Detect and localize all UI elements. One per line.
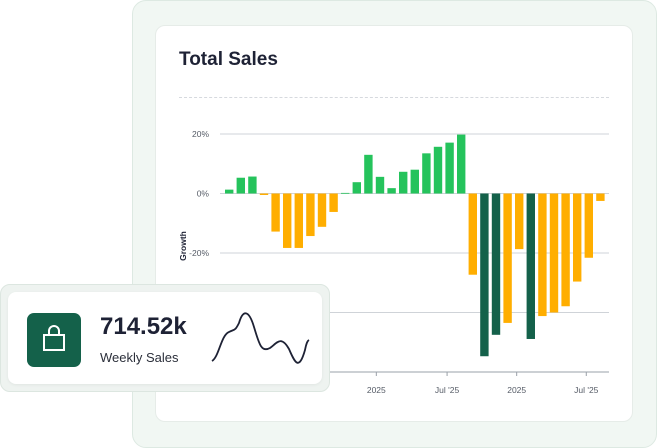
- bar: [236, 177, 245, 194]
- shopping-bag-icon: [27, 313, 81, 367]
- bar: [225, 189, 234, 194]
- bar: [283, 193, 292, 248]
- bar: [515, 193, 524, 250]
- bar: [468, 193, 477, 275]
- kpi-value: 714.52k: [100, 313, 187, 340]
- bar: [596, 193, 605, 201]
- title-divider: [179, 97, 609, 98]
- x-tick-label: Jul '25: [574, 385, 599, 395]
- y-tick-label: 0%: [197, 189, 210, 199]
- bar: [410, 169, 419, 194]
- bar: [549, 193, 559, 313]
- x-tick-label: Jul '25: [435, 385, 460, 395]
- bar: [352, 182, 361, 194]
- bar: [445, 142, 454, 194]
- bar: [271, 193, 280, 232]
- bar: [503, 193, 512, 323]
- bar: [248, 176, 257, 194]
- kpi-label: Weekly Sales: [100, 350, 179, 365]
- bar: [329, 193, 338, 212]
- sparkline: [211, 312, 310, 364]
- bar: [457, 134, 466, 194]
- bar: [526, 193, 535, 339]
- bar: [491, 193, 501, 335]
- bar: [375, 176, 385, 194]
- bar: [433, 146, 443, 194]
- y-tick-label: 20%: [192, 129, 209, 139]
- bar: [422, 153, 431, 194]
- bar: [259, 193, 269, 195]
- bar: [561, 193, 570, 307]
- x-tick-label: 2025: [367, 385, 386, 395]
- bar: [480, 193, 489, 357]
- bar: [387, 188, 396, 194]
- bar: [538, 193, 547, 317]
- bar: [306, 193, 315, 237]
- bar: [584, 193, 593, 258]
- x-tick-label: 2025: [507, 385, 526, 395]
- y-tick-label: -20%: [189, 248, 209, 258]
- y-axis-label: Growth: [178, 231, 188, 261]
- bar: [573, 193, 582, 282]
- bar: [294, 193, 303, 248]
- bar: [399, 171, 408, 194]
- chart-title: Total Sales: [179, 49, 278, 70]
- bar: [364, 154, 373, 194]
- bar: [317, 193, 327, 227]
- bar: [341, 192, 350, 194]
